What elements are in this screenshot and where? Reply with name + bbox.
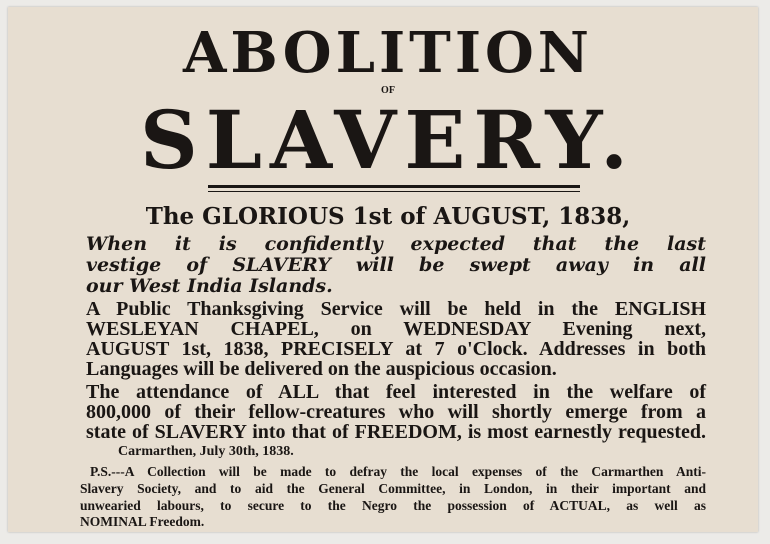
date-heading: The GLORIOUS 1st of AUGUST, 1838, [145,203,631,230]
service-line-4: Languages will be delivered on the auspi… [86,358,557,380]
place-date: Carmarthen, July 30th, 1838. [118,444,294,459]
attendance-line-2: 800,000 of their fellow-creatures who wi… [86,401,706,423]
double-rule-top [208,185,580,188]
service-line-2: WESLEYAN CHAPEL, on WEDNESDAY Evening ne… [86,318,706,340]
italic-line-1: When it is confidently expected that the… [86,233,706,255]
italic-line-3: our West India Islands. [86,275,333,297]
ps-line-1: P.S.---A Collection will be made to defr… [90,464,706,479]
title-slavery: SLAVERY. [140,93,636,187]
service-line-1: A Public Thanksgiving Service will be he… [86,298,706,320]
service-line-3: AUGUST 1st, 1838, PRECISELY at 7 o'Clock… [86,338,706,360]
attendance-line-1: The attendance of ALL that feel interest… [86,381,706,403]
ps-line-2: Slavery Society, and to aid the General … [80,481,706,496]
double-rule-bottom [208,191,580,192]
attendance-line-3: state of SLAVERY into that of FREEDOM, i… [86,421,706,443]
ps-line-3: unwearied labours, to secure to the Negr… [80,498,706,513]
poster-paper: ABOLITION OF SLAVERY. The GLORIOUS 1st o… [8,7,758,532]
title-of: OF [381,85,395,96]
italic-line-2: vestige of SLAVERY will be swept away in… [86,254,706,276]
title-abolition: ABOLITION [182,20,593,86]
ps-line-4: NOMINAL Freedom. [80,514,205,529]
